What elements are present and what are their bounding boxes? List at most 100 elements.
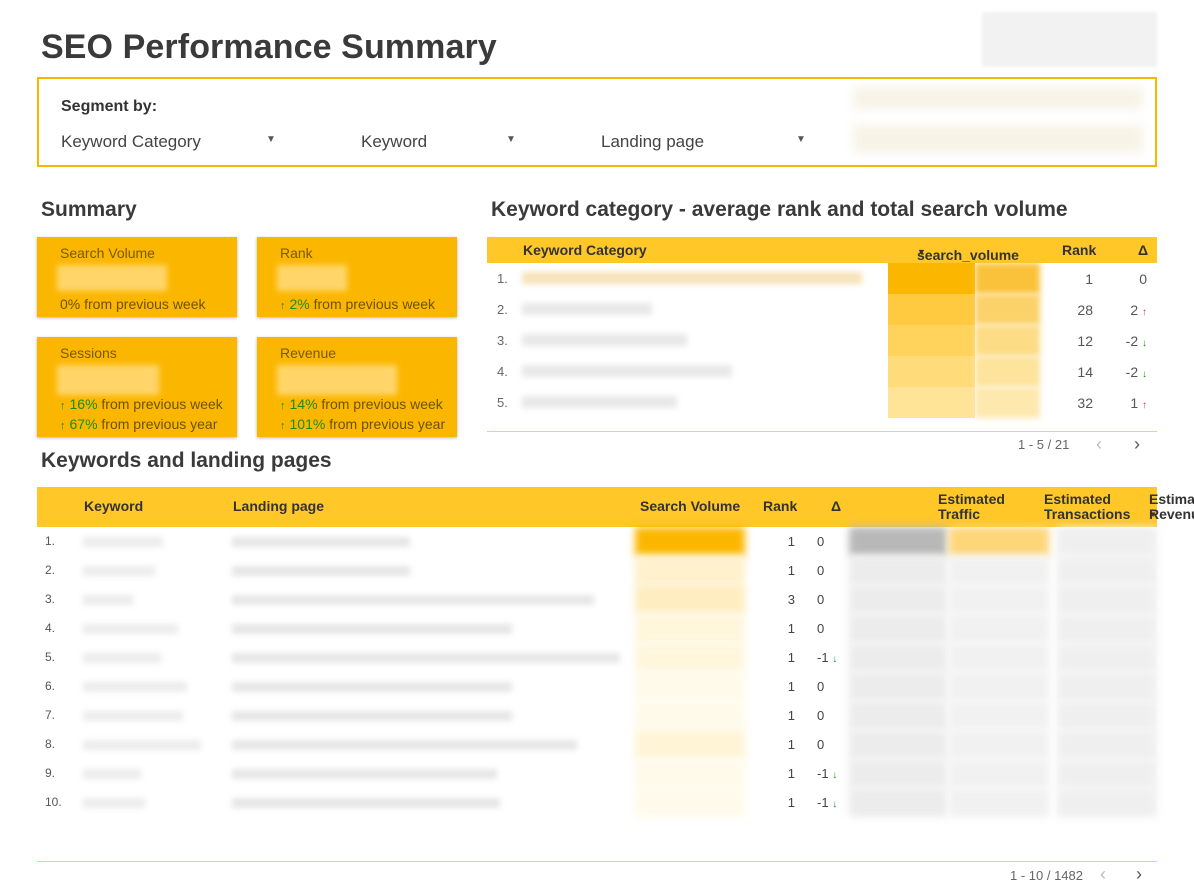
arrow-down-icon: ↓ — [1142, 338, 1147, 349]
column-header-keyword[interactable]: Keyword — [84, 498, 144, 514]
keyword-category-dropdown[interactable]: Keyword Category ▼ — [61, 132, 276, 156]
comparison-text: ↑ 14% from previous week — [280, 396, 443, 412]
landing-page-value[interactable] — [232, 798, 500, 808]
arrow-up-icon: ↑ — [280, 300, 286, 312]
table-row[interactable]: 2. 28 2 ↑ — [487, 294, 1157, 325]
volume-value — [975, 294, 1040, 325]
volume-bar — [888, 263, 975, 294]
arrow-down-icon: ↓ — [832, 654, 838, 665]
landing-page-dropdown[interactable]: Landing page ▼ — [601, 132, 806, 156]
sort-desc-icon: ▼ — [1149, 510, 1157, 519]
landing-page-value[interactable] — [232, 740, 577, 750]
estimated-traffic-value — [849, 672, 947, 701]
column-header-landing-page[interactable]: Landing page — [233, 498, 324, 514]
row-index: 5. — [45, 650, 56, 664]
table-row[interactable]: 1. 1 0 — [37, 527, 1157, 556]
volume-bar — [888, 356, 975, 387]
table-row[interactable]: 8. 1 0 — [37, 730, 1157, 759]
landing-page-value[interactable] — [232, 624, 512, 634]
category-name — [522, 272, 862, 284]
column-header-delta[interactable]: Δ — [831, 498, 842, 514]
column-header-rank[interactable]: Rank — [1062, 242, 1097, 258]
table-row[interactable]: 2. 1 0 — [37, 556, 1157, 585]
delta-value: 0 — [817, 737, 825, 752]
rank-value: 1 — [787, 766, 795, 781]
row-index: 2. — [45, 563, 56, 577]
table-row[interactable]: 9. 1 -1 ↓ — [37, 759, 1157, 788]
estimated-revenue-value — [1057, 643, 1157, 672]
date-range-picker[interactable] — [853, 125, 1143, 153]
rank-value: 1 — [787, 679, 795, 694]
table-header: Keyword Landing page Search Volume Rank … — [37, 487, 1194, 527]
arrow-down-icon: ↓ — [832, 799, 838, 810]
table-row[interactable]: 1. 1 0 — [487, 263, 1157, 294]
estimated-traffic-value — [849, 701, 947, 730]
table-row[interactable]: 5. 32 1 ↑ — [487, 387, 1157, 418]
search-volume-value — [635, 701, 745, 730]
estimated-transactions-value — [949, 759, 1049, 788]
arrow-up-icon: ↑ — [280, 420, 286, 432]
rank-value: 1 — [1085, 271, 1093, 287]
landing-page-value[interactable] — [232, 595, 594, 605]
column-header-estimated-revenue[interactable]: EstimatedRevenue ▼ — [1149, 491, 1194, 522]
scorecard-rank: Rank ↑ 2% from previous week — [257, 237, 457, 317]
column-header-search-volume[interactable]: Search Volume — [640, 498, 741, 514]
estimated-revenue-value — [1057, 788, 1157, 817]
delta-value: 0 — [1139, 271, 1147, 287]
landing-page-value[interactable] — [232, 537, 410, 547]
column-header-category[interactable]: Keyword Category — [523, 242, 647, 258]
table-row[interactable]: 5. 1 -1 ↓ — [37, 643, 1157, 672]
comparison-text: ↑ 2% from previous week — [280, 296, 436, 312]
chevron-right-icon[interactable]: › — [1136, 864, 1142, 884]
estimated-revenue-value — [1057, 672, 1157, 701]
column-header-estimated-traffic[interactable]: Estimated Traffic — [938, 491, 1005, 522]
table-row[interactable]: 6. 1 0 — [37, 672, 1157, 701]
keyword-value — [83, 566, 155, 576]
chevron-left-icon[interactable]: ‹ — [1100, 864, 1106, 884]
category-pager-label: 1 - 5 / 21 — [1018, 437, 1070, 452]
column-header-delta[interactable]: Δ — [1138, 242, 1149, 258]
column-header-rank[interactable]: Rank — [763, 498, 798, 514]
column-header-estimated-transactions[interactable]: Estimated Transactions — [1044, 491, 1131, 522]
scorecard-search-volume: Search Volume 0% from previous week — [37, 237, 237, 317]
landing-page-value[interactable] — [232, 769, 497, 779]
table-row[interactable]: 10. 1 -1 ↓ — [37, 788, 1157, 817]
table-row[interactable]: 3. 3 0 — [37, 585, 1157, 614]
estimated-transactions-value — [949, 672, 1049, 701]
scorecard-value — [57, 265, 167, 291]
caret-down-icon: ▼ — [506, 134, 516, 145]
dropdown-label: Keyword Category — [61, 132, 201, 151]
table-row[interactable]: 4. 1 0 — [37, 614, 1157, 643]
landing-page-value[interactable] — [232, 566, 410, 576]
caret-down-icon: ▼ — [796, 134, 806, 145]
table-row[interactable]: 4. 14 -2 ↓ — [487, 356, 1157, 387]
table-row[interactable]: 7. 1 0 — [37, 701, 1157, 730]
delta-value: 0 — [817, 621, 825, 636]
keywords-table-title: Keywords and landing pages — [41, 449, 332, 472]
keyword-dropdown[interactable]: Keyword ▼ — [361, 132, 516, 156]
dropdown-label: Landing page — [601, 132, 705, 151]
rank-value: 1 — [787, 621, 795, 636]
chevron-right-icon[interactable]: › — [1134, 434, 1140, 454]
estimated-traffic-value — [849, 556, 947, 585]
delta-value: 0 — [817, 534, 825, 549]
rank-value: 12 — [1077, 333, 1093, 349]
search-volume-value — [635, 643, 745, 672]
chevron-left-icon[interactable]: ‹ — [1096, 434, 1102, 454]
estimated-transactions-value — [949, 556, 1049, 585]
search-volume-value — [635, 759, 745, 788]
delta-value: 0 — [817, 679, 825, 694]
landing-page-value[interactable] — [232, 711, 512, 721]
landing-page-value[interactable] — [232, 682, 512, 692]
comparison-text: ↑ 101% from previous year — [280, 416, 446, 432]
table-divider — [37, 861, 1157, 862]
row-index: 7. — [45, 708, 56, 722]
table-row[interactable]: 3. 12 -2 ↓ — [487, 325, 1157, 356]
table-header: Keyword Category search_volume ▼ Rank Δ — [487, 237, 1157, 263]
estimated-revenue-value — [1057, 614, 1157, 643]
arrow-up-icon: ↑ — [60, 420, 66, 432]
row-index: 3. — [45, 592, 56, 606]
search-volume-value — [635, 730, 745, 759]
landing-page-value[interactable] — [232, 653, 620, 663]
estimated-revenue-value — [1057, 556, 1157, 585]
